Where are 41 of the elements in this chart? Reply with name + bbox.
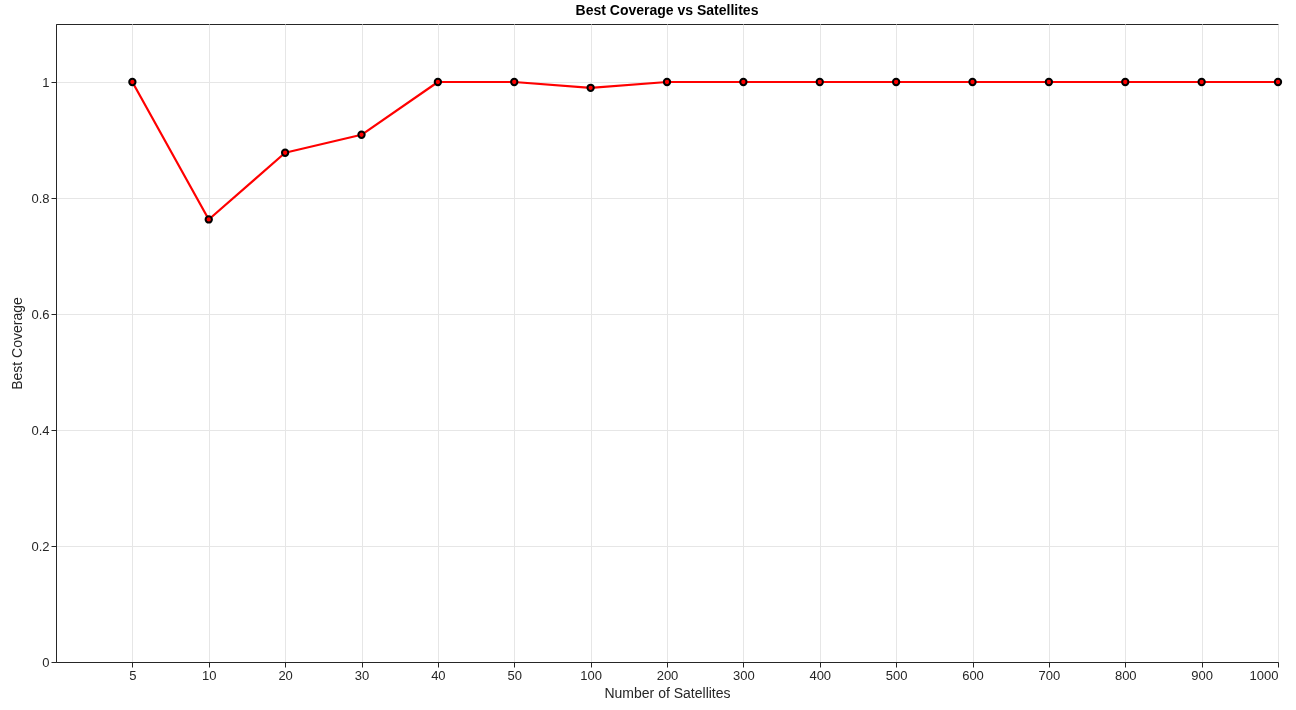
- x-tick-label: 20: [278, 667, 293, 683]
- x-tick-label: 400: [809, 667, 832, 683]
- x-tick-label: 1000: [1249, 667, 1279, 683]
- point: [968, 77, 977, 87]
- point: [1197, 77, 1206, 87]
- chart-title: Best Coverage vs Satellites: [575, 2, 759, 18]
- y-tick-label: 0.8: [31, 190, 50, 206]
- x-axis-title: Number of Satellites: [604, 684, 731, 701]
- x-tick-label: 900: [1191, 667, 1213, 683]
- x-tick-label: 100: [580, 667, 602, 683]
- point: [128, 77, 137, 87]
- point: [1044, 77, 1054, 87]
- y-tick-label: 0.2: [31, 538, 50, 554]
- y-tick-label: 1: [42, 74, 50, 90]
- point: [1273, 77, 1283, 87]
- x-tick-label: 300: [733, 667, 755, 683]
- point: [433, 77, 443, 87]
- point: [815, 77, 824, 87]
- x-tick-label: 50: [507, 667, 522, 683]
- x-tick-label: 800: [1114, 667, 1137, 683]
- point: [891, 77, 901, 87]
- point: [586, 83, 595, 92]
- x-tick-label: 30: [354, 667, 370, 683]
- point: [1121, 77, 1130, 87]
- y-tick-label: 0: [42, 654, 50, 670]
- x-tick-label: 600: [962, 667, 984, 683]
- point: [662, 77, 672, 87]
- x-tick-label: 5: [129, 667, 137, 683]
- point: [510, 77, 519, 87]
- x-tick-label: 500: [885, 667, 908, 683]
- x-tick-label: 700: [1038, 667, 1061, 683]
- point: [280, 148, 290, 157]
- point: [357, 130, 366, 139]
- point: [739, 77, 748, 87]
- y-tick-label: 0.6: [31, 306, 50, 322]
- x-tick-label: 200: [656, 667, 679, 683]
- x-tick-label: 40: [431, 667, 446, 683]
- y-tick-label: 0.4: [31, 422, 50, 438]
- y-axis-title: Best Coverage: [9, 296, 26, 390]
- x-tick-label: 10: [202, 667, 217, 683]
- point: [204, 215, 213, 224]
